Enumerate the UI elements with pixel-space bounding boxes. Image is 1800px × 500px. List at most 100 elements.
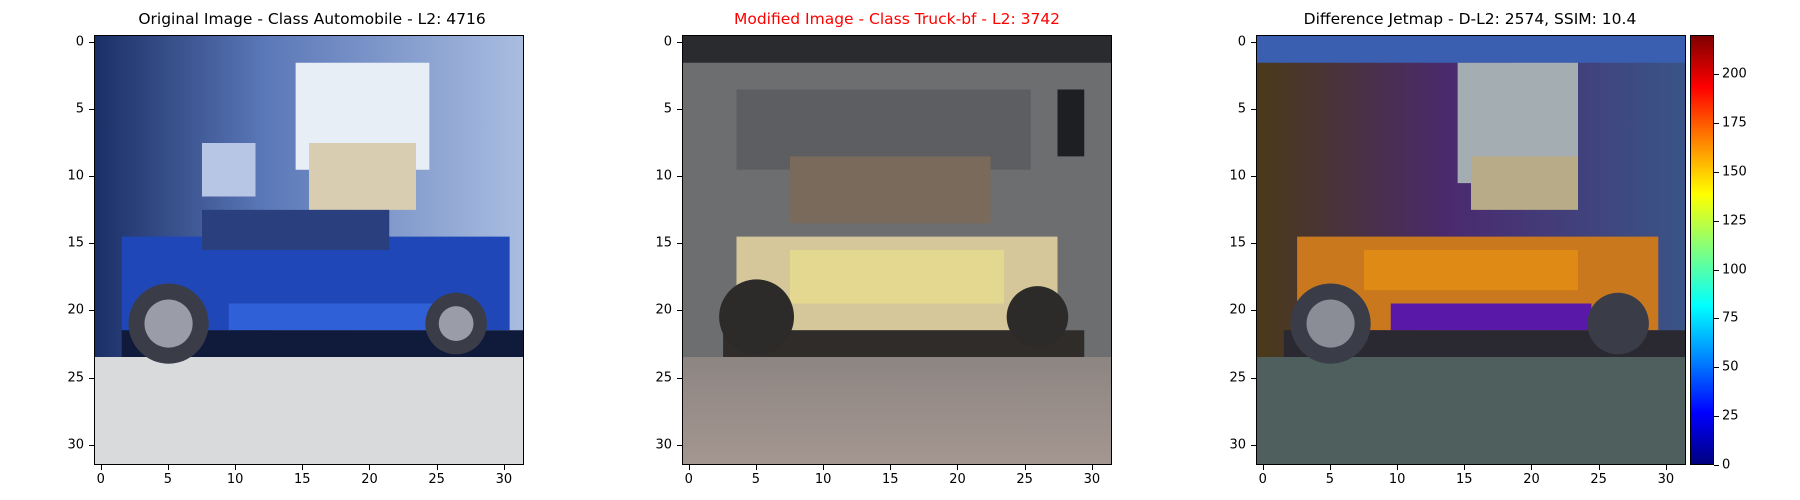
x-tick-mark bbox=[1329, 465, 1331, 470]
colorbar-tick-mark bbox=[1714, 465, 1719, 466]
x-tick-label: 25 bbox=[428, 472, 445, 487]
x-tick-label: 5 bbox=[1325, 472, 1335, 487]
colorbar-tick-label: 0 bbox=[1722, 457, 1731, 473]
x-tick-label: 15 bbox=[1456, 472, 1473, 487]
y-tick-label: 0 bbox=[663, 34, 672, 50]
y-tick-mark bbox=[1251, 444, 1256, 446]
x-tick-label: 10 bbox=[1388, 472, 1406, 487]
y-tick-mark bbox=[677, 176, 682, 178]
y-tick-mark bbox=[1251, 176, 1256, 178]
y-tick-label: 30 bbox=[655, 437, 672, 453]
y-tick-label: 5 bbox=[1237, 101, 1246, 117]
x-tick-label: 0 bbox=[684, 472, 693, 487]
panel-title-modified: Modified Image - Class Truck-bf - L2: 37… bbox=[733, 10, 1061, 28]
x-tick-label: 15 bbox=[882, 472, 899, 487]
x-tick-mark bbox=[100, 465, 102, 470]
x-tick-label: 10 bbox=[814, 472, 832, 487]
colorbar-tick-mark bbox=[1714, 318, 1719, 320]
y-tick-label: 15 bbox=[67, 235, 84, 251]
y-tick-mark bbox=[677, 108, 682, 110]
x-tick-mark bbox=[957, 465, 959, 470]
y-tick-mark bbox=[89, 310, 94, 312]
y-tick-mark bbox=[89, 176, 94, 178]
colorbar-tick-mark bbox=[1714, 416, 1719, 418]
colorbar-tick-label: 25 bbox=[1722, 408, 1739, 424]
x-tick-mark bbox=[890, 465, 892, 470]
x-tick-label: 5 bbox=[163, 472, 173, 487]
y-tick-mark bbox=[1251, 108, 1256, 110]
y-tick-label: 15 bbox=[655, 235, 672, 251]
x-tick-mark bbox=[1598, 465, 1600, 470]
x-tick-label: 0 bbox=[96, 472, 105, 487]
colorbar-tick-label: 150 bbox=[1722, 164, 1747, 180]
x-tick-mark bbox=[1397, 465, 1399, 470]
y-tick-mark bbox=[677, 310, 682, 312]
x-tick-mark bbox=[369, 465, 371, 470]
difference-jetmap bbox=[1256, 35, 1686, 465]
y-tick-mark bbox=[1251, 310, 1256, 312]
x-tick-label: 30 bbox=[1083, 472, 1101, 487]
y-tick-label: 20 bbox=[1229, 302, 1246, 318]
x-tick-label: 20 bbox=[949, 472, 966, 487]
x-tick-mark bbox=[167, 465, 169, 470]
original-image bbox=[94, 35, 524, 465]
x-tick-mark bbox=[436, 465, 438, 470]
x-tick-mark bbox=[1464, 465, 1466, 470]
colorbar-tick-label: 100 bbox=[1722, 262, 1747, 278]
colorbar-tick-mark bbox=[1714, 171, 1719, 173]
x-tick-mark bbox=[1262, 465, 1264, 470]
colorbar-tick-mark bbox=[1714, 367, 1719, 369]
x-tick-mark bbox=[823, 465, 825, 470]
colorbar-tick-mark bbox=[1714, 269, 1719, 271]
y-tick-mark bbox=[89, 41, 94, 43]
colorbar-tick-mark bbox=[1714, 122, 1719, 124]
x-tick-label: 30 bbox=[495, 472, 513, 487]
y-tick-label: 0 bbox=[75, 34, 84, 50]
panel-title-difference: Difference Jetmap - D-L2: 2574, SSIM: 10… bbox=[1303, 10, 1637, 28]
x-tick-mark bbox=[1665, 465, 1667, 470]
colorbar-tick-label: 125 bbox=[1722, 213, 1747, 229]
y-tick-label: 10 bbox=[67, 168, 84, 184]
x-tick-label: 25 bbox=[1016, 472, 1033, 487]
x-tick-label: 15 bbox=[294, 472, 311, 487]
modified-image bbox=[682, 35, 1112, 465]
y-tick-mark bbox=[677, 377, 682, 379]
y-tick-label: 20 bbox=[67, 302, 84, 318]
x-tick-label: 10 bbox=[226, 472, 244, 487]
x-tick-mark bbox=[755, 465, 757, 470]
y-tick-label: 10 bbox=[655, 168, 672, 184]
colorbar bbox=[1690, 35, 1714, 465]
y-tick-label: 30 bbox=[67, 437, 84, 453]
y-tick-label: 5 bbox=[663, 101, 672, 117]
y-tick-label: 25 bbox=[67, 370, 84, 386]
y-tick-label: 20 bbox=[655, 302, 672, 318]
x-tick-mark bbox=[302, 465, 304, 470]
x-tick-mark bbox=[688, 465, 690, 470]
colorbar-tick-label: 50 bbox=[1722, 359, 1739, 375]
y-tick-mark bbox=[677, 41, 682, 43]
x-tick-mark bbox=[1024, 465, 1026, 470]
y-tick-label: 0 bbox=[1237, 34, 1246, 50]
x-tick-label: 20 bbox=[361, 472, 378, 487]
y-tick-mark bbox=[1251, 377, 1256, 379]
colorbar-tick-label: 200 bbox=[1722, 66, 1747, 82]
y-tick-mark bbox=[89, 108, 94, 110]
x-tick-label: 0 bbox=[1258, 472, 1267, 487]
x-tick-label: 20 bbox=[1523, 472, 1540, 487]
y-tick-mark bbox=[677, 243, 682, 245]
y-tick-mark bbox=[1251, 41, 1256, 43]
colorbar-tick-label: 175 bbox=[1722, 115, 1747, 131]
panel-title-original: Original Image - Class Automobile - L2: … bbox=[138, 10, 486, 28]
y-tick-label: 5 bbox=[75, 101, 84, 117]
y-tick-label: 15 bbox=[1229, 235, 1246, 251]
x-tick-mark bbox=[1091, 465, 1093, 470]
x-tick-mark bbox=[235, 465, 237, 470]
y-tick-mark bbox=[89, 377, 94, 379]
x-tick-label: 25 bbox=[1590, 472, 1607, 487]
y-tick-label: 10 bbox=[1229, 168, 1246, 184]
y-tick-mark bbox=[677, 444, 682, 446]
y-tick-label: 25 bbox=[1229, 370, 1246, 386]
y-tick-label: 25 bbox=[655, 370, 672, 386]
y-tick-mark bbox=[89, 243, 94, 245]
colorbar-tick-mark bbox=[1714, 220, 1719, 222]
